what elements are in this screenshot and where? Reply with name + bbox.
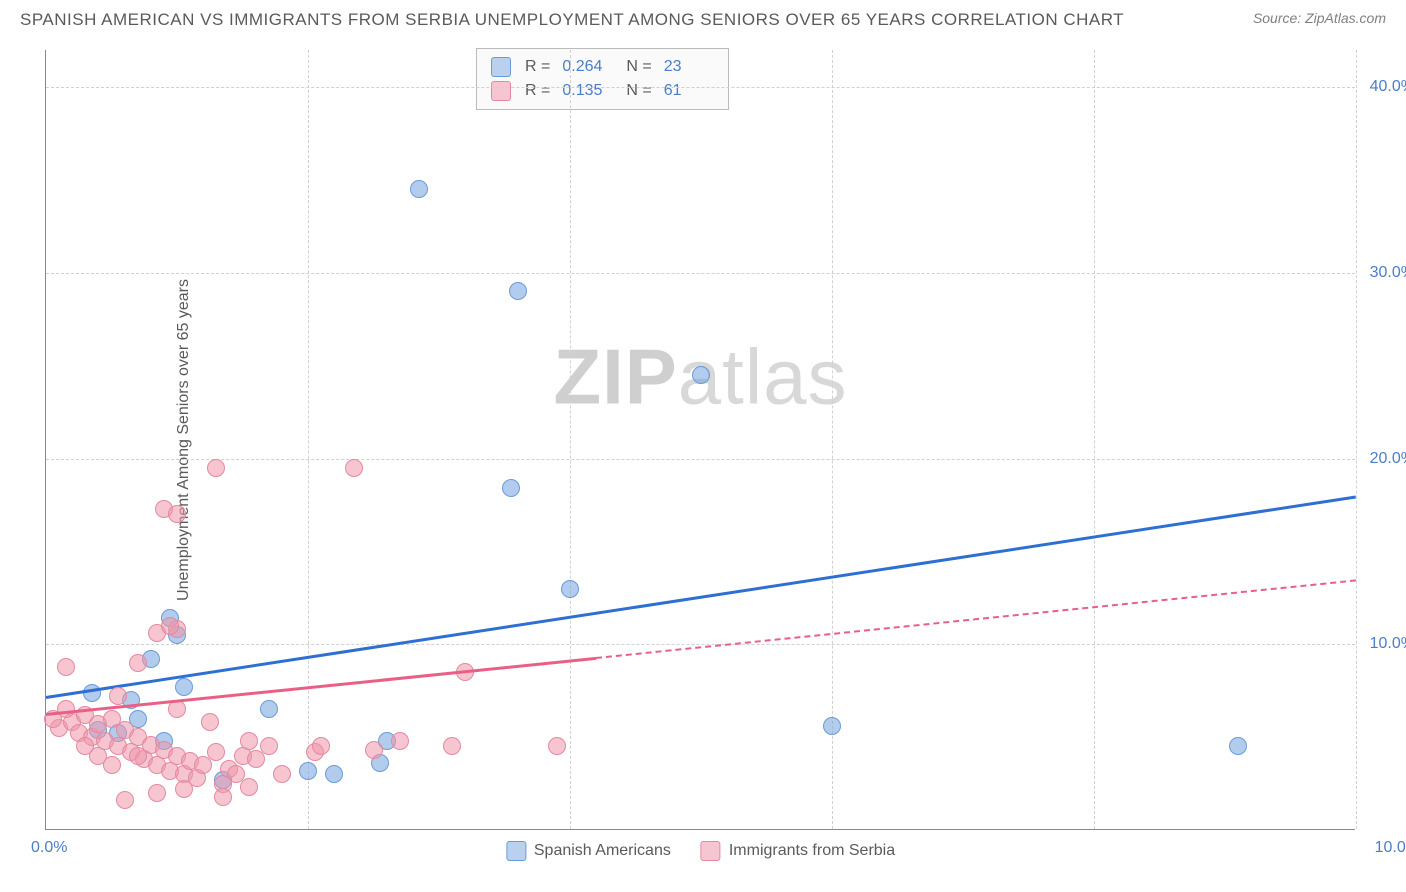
y-tick-label: 40.0% [1370,78,1406,96]
data-point [260,737,278,755]
data-point [148,784,166,802]
data-point [57,658,75,676]
legend-item: Immigrants from Serbia [701,841,895,861]
data-point [227,765,245,783]
stats-row: R =0.135N =61 [491,79,714,103]
data-point [260,700,278,718]
gridline-v [570,50,571,829]
trend-line [46,496,1356,700]
data-point [207,459,225,477]
data-point [214,788,232,806]
data-point [201,713,219,731]
legend-swatch [491,81,511,101]
stat-n-label: N = [626,82,651,100]
gridline-h [46,459,1355,460]
y-tick-label: 10.0% [1370,635,1406,653]
data-point [502,479,520,497]
data-point [443,737,461,755]
data-point [345,459,363,477]
x-tick-label: 10.0% [1375,839,1406,857]
legend-swatch [506,841,526,861]
trend-line [596,579,1356,659]
data-point [240,778,258,796]
legend-item: Spanish Americans [506,841,671,861]
gridline-h [46,87,1355,88]
stat-n-value: 23 [664,58,714,76]
stat-n-value: 61 [664,82,714,100]
series-legend: Spanish Americans Immigrants from Serbia [506,841,895,861]
gridline-h [46,644,1355,645]
stat-r-label: R = [525,82,550,100]
data-point [365,741,383,759]
data-point [161,617,179,635]
data-point [116,791,134,809]
data-point [207,743,225,761]
stat-r-label: R = [525,58,550,76]
data-point [561,580,579,598]
data-point [129,747,147,765]
data-point [312,737,330,755]
scatter-chart: Unemployment Among Seniors over 65 years… [45,50,1355,830]
legend-label: Spanish Americans [534,842,671,860]
x-tick-label: 0.0% [31,839,67,857]
data-point [391,732,409,750]
stat-n-label: N = [626,58,651,76]
legend-swatch [701,841,721,861]
data-point [410,180,428,198]
gridline-h [46,273,1355,274]
plot-area: ZIPatlas R =0.264N =23R =0.135N =61 Span… [45,50,1355,830]
data-point [168,505,186,523]
data-point [76,737,94,755]
data-point [273,765,291,783]
source-attribution: Source: ZipAtlas.com [1253,10,1386,26]
stats-legend: R =0.264N =23R =0.135N =61 [476,48,729,110]
gridline-v [1356,50,1357,829]
gridline-v [308,50,309,829]
data-point [692,366,710,384]
data-point [299,762,317,780]
data-point [325,765,343,783]
data-point [103,756,121,774]
data-point [240,732,258,750]
data-point [109,687,127,705]
stats-row: R =0.264N =23 [491,55,714,79]
data-point [509,282,527,300]
data-point [129,654,147,672]
gridline-v [832,50,833,829]
gridline-v [1094,50,1095,829]
data-point [548,737,566,755]
y-tick-label: 20.0% [1370,450,1406,468]
y-tick-label: 30.0% [1370,264,1406,282]
legend-swatch [491,57,511,77]
data-point [1229,737,1247,755]
chart-title: SPANISH AMERICAN VS IMMIGRANTS FROM SERB… [20,10,1124,30]
data-point [823,717,841,735]
data-point [175,678,193,696]
data-point [175,780,193,798]
legend-label: Immigrants from Serbia [729,842,895,860]
